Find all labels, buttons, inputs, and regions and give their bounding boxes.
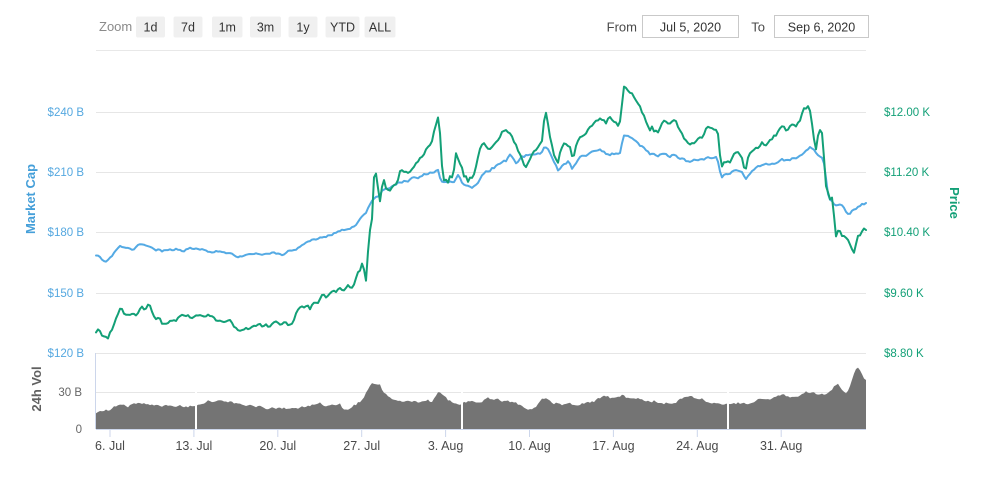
svg-text:1d: 1d — [144, 21, 158, 35]
svg-text:$180 B: $180 B — [48, 227, 85, 239]
svg-text:$120 B: $120 B — [48, 348, 85, 360]
svg-text:3. Aug: 3. Aug — [428, 439, 463, 453]
svg-text:24. Aug: 24. Aug — [676, 439, 718, 453]
svg-text:Market Cap: Market Cap — [23, 164, 38, 234]
svg-text:$150 B: $150 B — [48, 288, 85, 300]
svg-text:Sep 6, 2020: Sep 6, 2020 — [788, 21, 855, 35]
svg-text:Price: Price — [947, 187, 962, 219]
svg-text:6. Jul: 6. Jul — [95, 439, 125, 453]
svg-text:27. Jul: 27. Jul — [343, 439, 380, 453]
svg-text:24h Vol: 24h Vol — [29, 366, 44, 411]
svg-text:$210 B: $210 B — [48, 167, 85, 179]
svg-text:$8.80 K: $8.80 K — [884, 348, 924, 360]
svg-text:YTD: YTD — [330, 21, 355, 35]
svg-text:Zoom: Zoom — [99, 19, 132, 34]
svg-text:$9.60 K: $9.60 K — [884, 288, 924, 300]
svg-text:$12.00 K: $12.00 K — [884, 107, 930, 119]
svg-text:3m: 3m — [257, 21, 274, 35]
svg-text:0: 0 — [76, 424, 82, 436]
svg-text:20. Jul: 20. Jul — [259, 439, 296, 453]
svg-text:From: From — [607, 20, 637, 35]
svg-text:To: To — [751, 20, 765, 35]
svg-text:$240 B: $240 B — [48, 107, 85, 119]
svg-text:30 B: 30 B — [58, 387, 82, 399]
svg-text:17. Aug: 17. Aug — [592, 439, 634, 453]
svg-text:ALL: ALL — [369, 21, 391, 35]
svg-text:7d: 7d — [181, 21, 195, 35]
svg-text:31. Aug: 31. Aug — [760, 439, 802, 453]
svg-text:10. Aug: 10. Aug — [508, 439, 550, 453]
svg-text:1m: 1m — [219, 21, 236, 35]
svg-text:13. Jul: 13. Jul — [175, 439, 212, 453]
svg-text:Jul 5, 2020: Jul 5, 2020 — [660, 21, 721, 35]
svg-text:1y: 1y — [296, 21, 310, 35]
svg-text:$11.20 K: $11.20 K — [884, 167, 930, 179]
svg-text:$10.40 K: $10.40 K — [884, 227, 930, 239]
